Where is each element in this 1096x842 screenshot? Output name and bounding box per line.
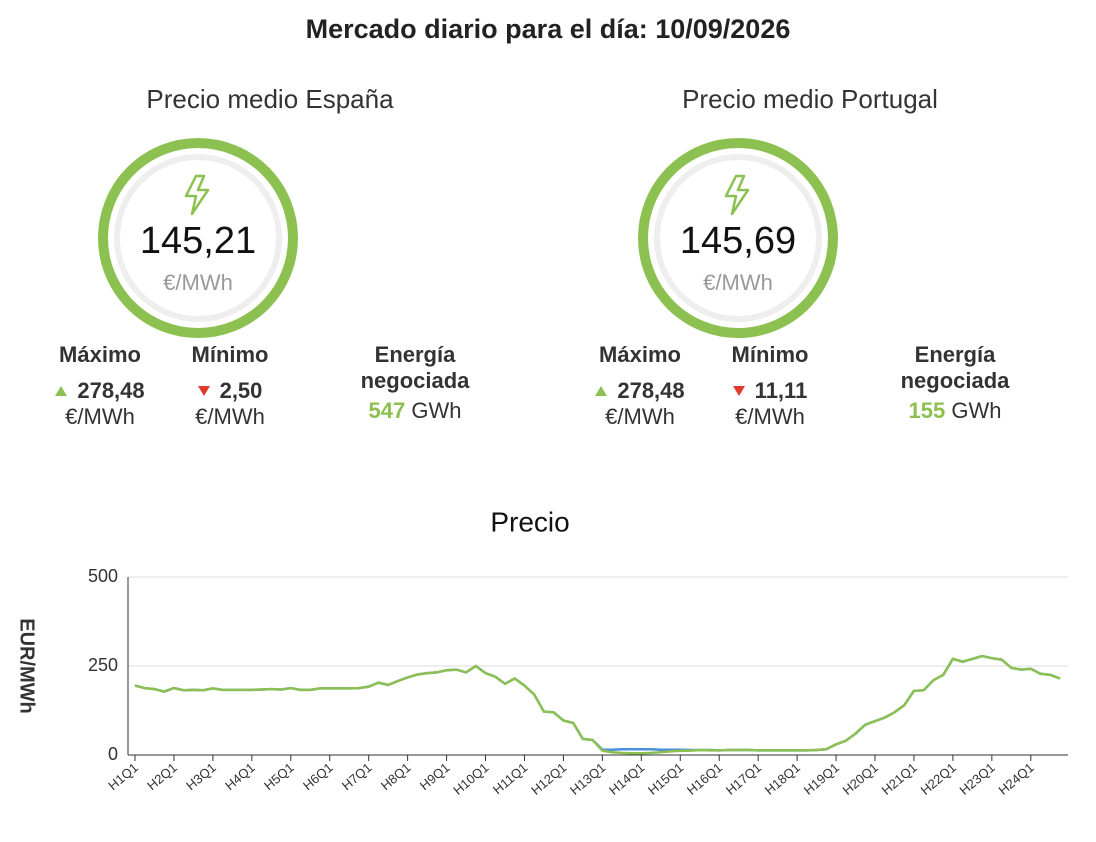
stat-label: Máximo bbox=[59, 342, 141, 367]
x-tick-label: H16Q1 bbox=[684, 760, 725, 798]
series-line bbox=[134, 654, 1061, 755]
x-tick-label: H3Q1 bbox=[183, 760, 219, 793]
energy-row: 547 GWh bbox=[345, 398, 485, 424]
price-card: Precio medio Portugal 145,69 €/MWh Máximo 27… bbox=[540, 80, 1080, 440]
stat-unit: €/MWh bbox=[195, 404, 265, 429]
x-tick-label: H2Q1 bbox=[144, 760, 180, 793]
price-unit: €/MWh bbox=[163, 270, 233, 295]
x-tick-label: H9Q1 bbox=[417, 760, 453, 793]
energy-unit: GWh bbox=[411, 398, 462, 423]
stat-value: 278,48 bbox=[617, 378, 685, 403]
price-ring: 145,69 €/MWh bbox=[638, 138, 838, 338]
y-axis-label: EUR/MWh bbox=[16, 618, 38, 714]
stat-value: 11,11 bbox=[754, 378, 808, 403]
x-tick-label: H8Q1 bbox=[378, 760, 414, 793]
x-tick-label: H11Q1 bbox=[490, 760, 530, 797]
stat-label: Máximo bbox=[599, 342, 681, 367]
stat-value-row: 2,50 bbox=[170, 378, 290, 404]
arrow-icon bbox=[55, 386, 68, 396]
price-unit: €/MWh bbox=[703, 270, 773, 295]
x-tick-label: H21Q1 bbox=[879, 760, 920, 798]
page-title: Mercado diario para el día: 10/09/2026 bbox=[305, 14, 791, 44]
y-tick-label: 0 bbox=[108, 744, 118, 764]
energy-value: 155 bbox=[908, 398, 946, 423]
stat-label: Energía negociada bbox=[360, 342, 470, 393]
ring-inner bbox=[654, 154, 822, 322]
x-tick-label: H6Q1 bbox=[300, 760, 336, 793]
stat-label: Mínimo bbox=[731, 342, 809, 367]
bolt-icon bbox=[184, 174, 210, 216]
card-title: Precio medio Portugal bbox=[682, 84, 938, 114]
y-tick-label: 500 bbox=[88, 566, 118, 586]
chart: Precio EUR/MWh 0 250 500 H1Q1 H2Q1 H3Q1 H4Q1 H5… bbox=[16, 506, 1068, 798]
x-tick-label: H15Q1 bbox=[645, 760, 686, 798]
stat-energy: Energía negociada 155 GWh bbox=[885, 342, 1025, 424]
stat-unit: €/MWh bbox=[735, 404, 805, 429]
stat-value: 278,48 bbox=[77, 378, 145, 403]
energy-unit: GWh bbox=[951, 398, 1002, 423]
x-tick-label: H20Q1 bbox=[840, 760, 881, 798]
stat-label: Mínimo bbox=[191, 342, 269, 367]
x-tick-label: H22Q1 bbox=[918, 760, 959, 798]
stat-unit: €/MWh bbox=[65, 404, 135, 429]
x-tick-label: H24Q1 bbox=[996, 760, 1037, 798]
stat-min: Mínimo 2,50 €/MWh bbox=[170, 342, 290, 430]
price-ring: 145,21 €/MWh bbox=[98, 138, 298, 338]
arrow-icon bbox=[732, 386, 745, 396]
y-tick-label: 250 bbox=[88, 655, 118, 675]
x-tick-label: H23Q1 bbox=[957, 760, 998, 798]
stat-value-row: 11,11 bbox=[710, 378, 830, 404]
stat-min: Mínimo 11,11 €/MWh bbox=[710, 342, 830, 430]
x-tick-label: H17Q1 bbox=[723, 760, 764, 798]
x-tick-label: H18Q1 bbox=[762, 760, 803, 798]
price-value: 145,21 bbox=[139, 220, 257, 262]
stat-max: Máximo 278,48 €/MWh bbox=[40, 342, 160, 430]
stat-value-row: 278,48 bbox=[580, 378, 700, 404]
x-tick-label: H12Q1 bbox=[528, 760, 569, 798]
arrow-icon bbox=[595, 386, 608, 396]
stat-value-row: 278,48 bbox=[40, 378, 160, 404]
x-tick-label: H7Q1 bbox=[339, 760, 375, 793]
stat-energy: Energía negociada 547 GWh bbox=[345, 342, 485, 424]
x-tick-label: H4Q1 bbox=[222, 760, 258, 793]
stat-value: 2,50 bbox=[219, 378, 263, 403]
energy-value: 547 bbox=[368, 398, 406, 423]
x-tick-label: H5Q1 bbox=[261, 760, 297, 793]
bolt-icon bbox=[724, 174, 750, 216]
x-tick-label: H19Q1 bbox=[801, 760, 842, 798]
stat-label: Energía negociada bbox=[900, 342, 1010, 393]
price-card: Precio medio España 145,21 €/MWh Máximo 278,… bbox=[0, 80, 540, 440]
x-tick-label: H1Q1 bbox=[105, 760, 141, 793]
stat-unit: €/MWh bbox=[605, 404, 675, 429]
arrow-icon bbox=[197, 386, 210, 396]
x-tick-label: H13Q1 bbox=[567, 760, 608, 798]
price-value: 145,69 bbox=[679, 220, 797, 262]
card-title: Precio medio España bbox=[146, 84, 394, 114]
series-line bbox=[134, 654, 1061, 752]
x-tick-label: H14Q1 bbox=[606, 760, 647, 798]
energy-row: 155 GWh bbox=[885, 398, 1025, 424]
stat-max: Máximo 278,48 €/MWh bbox=[580, 342, 700, 430]
chart-title: Precio bbox=[490, 506, 569, 537]
x-tick-label: H10Q1 bbox=[450, 760, 491, 798]
ring-inner bbox=[114, 154, 282, 322]
